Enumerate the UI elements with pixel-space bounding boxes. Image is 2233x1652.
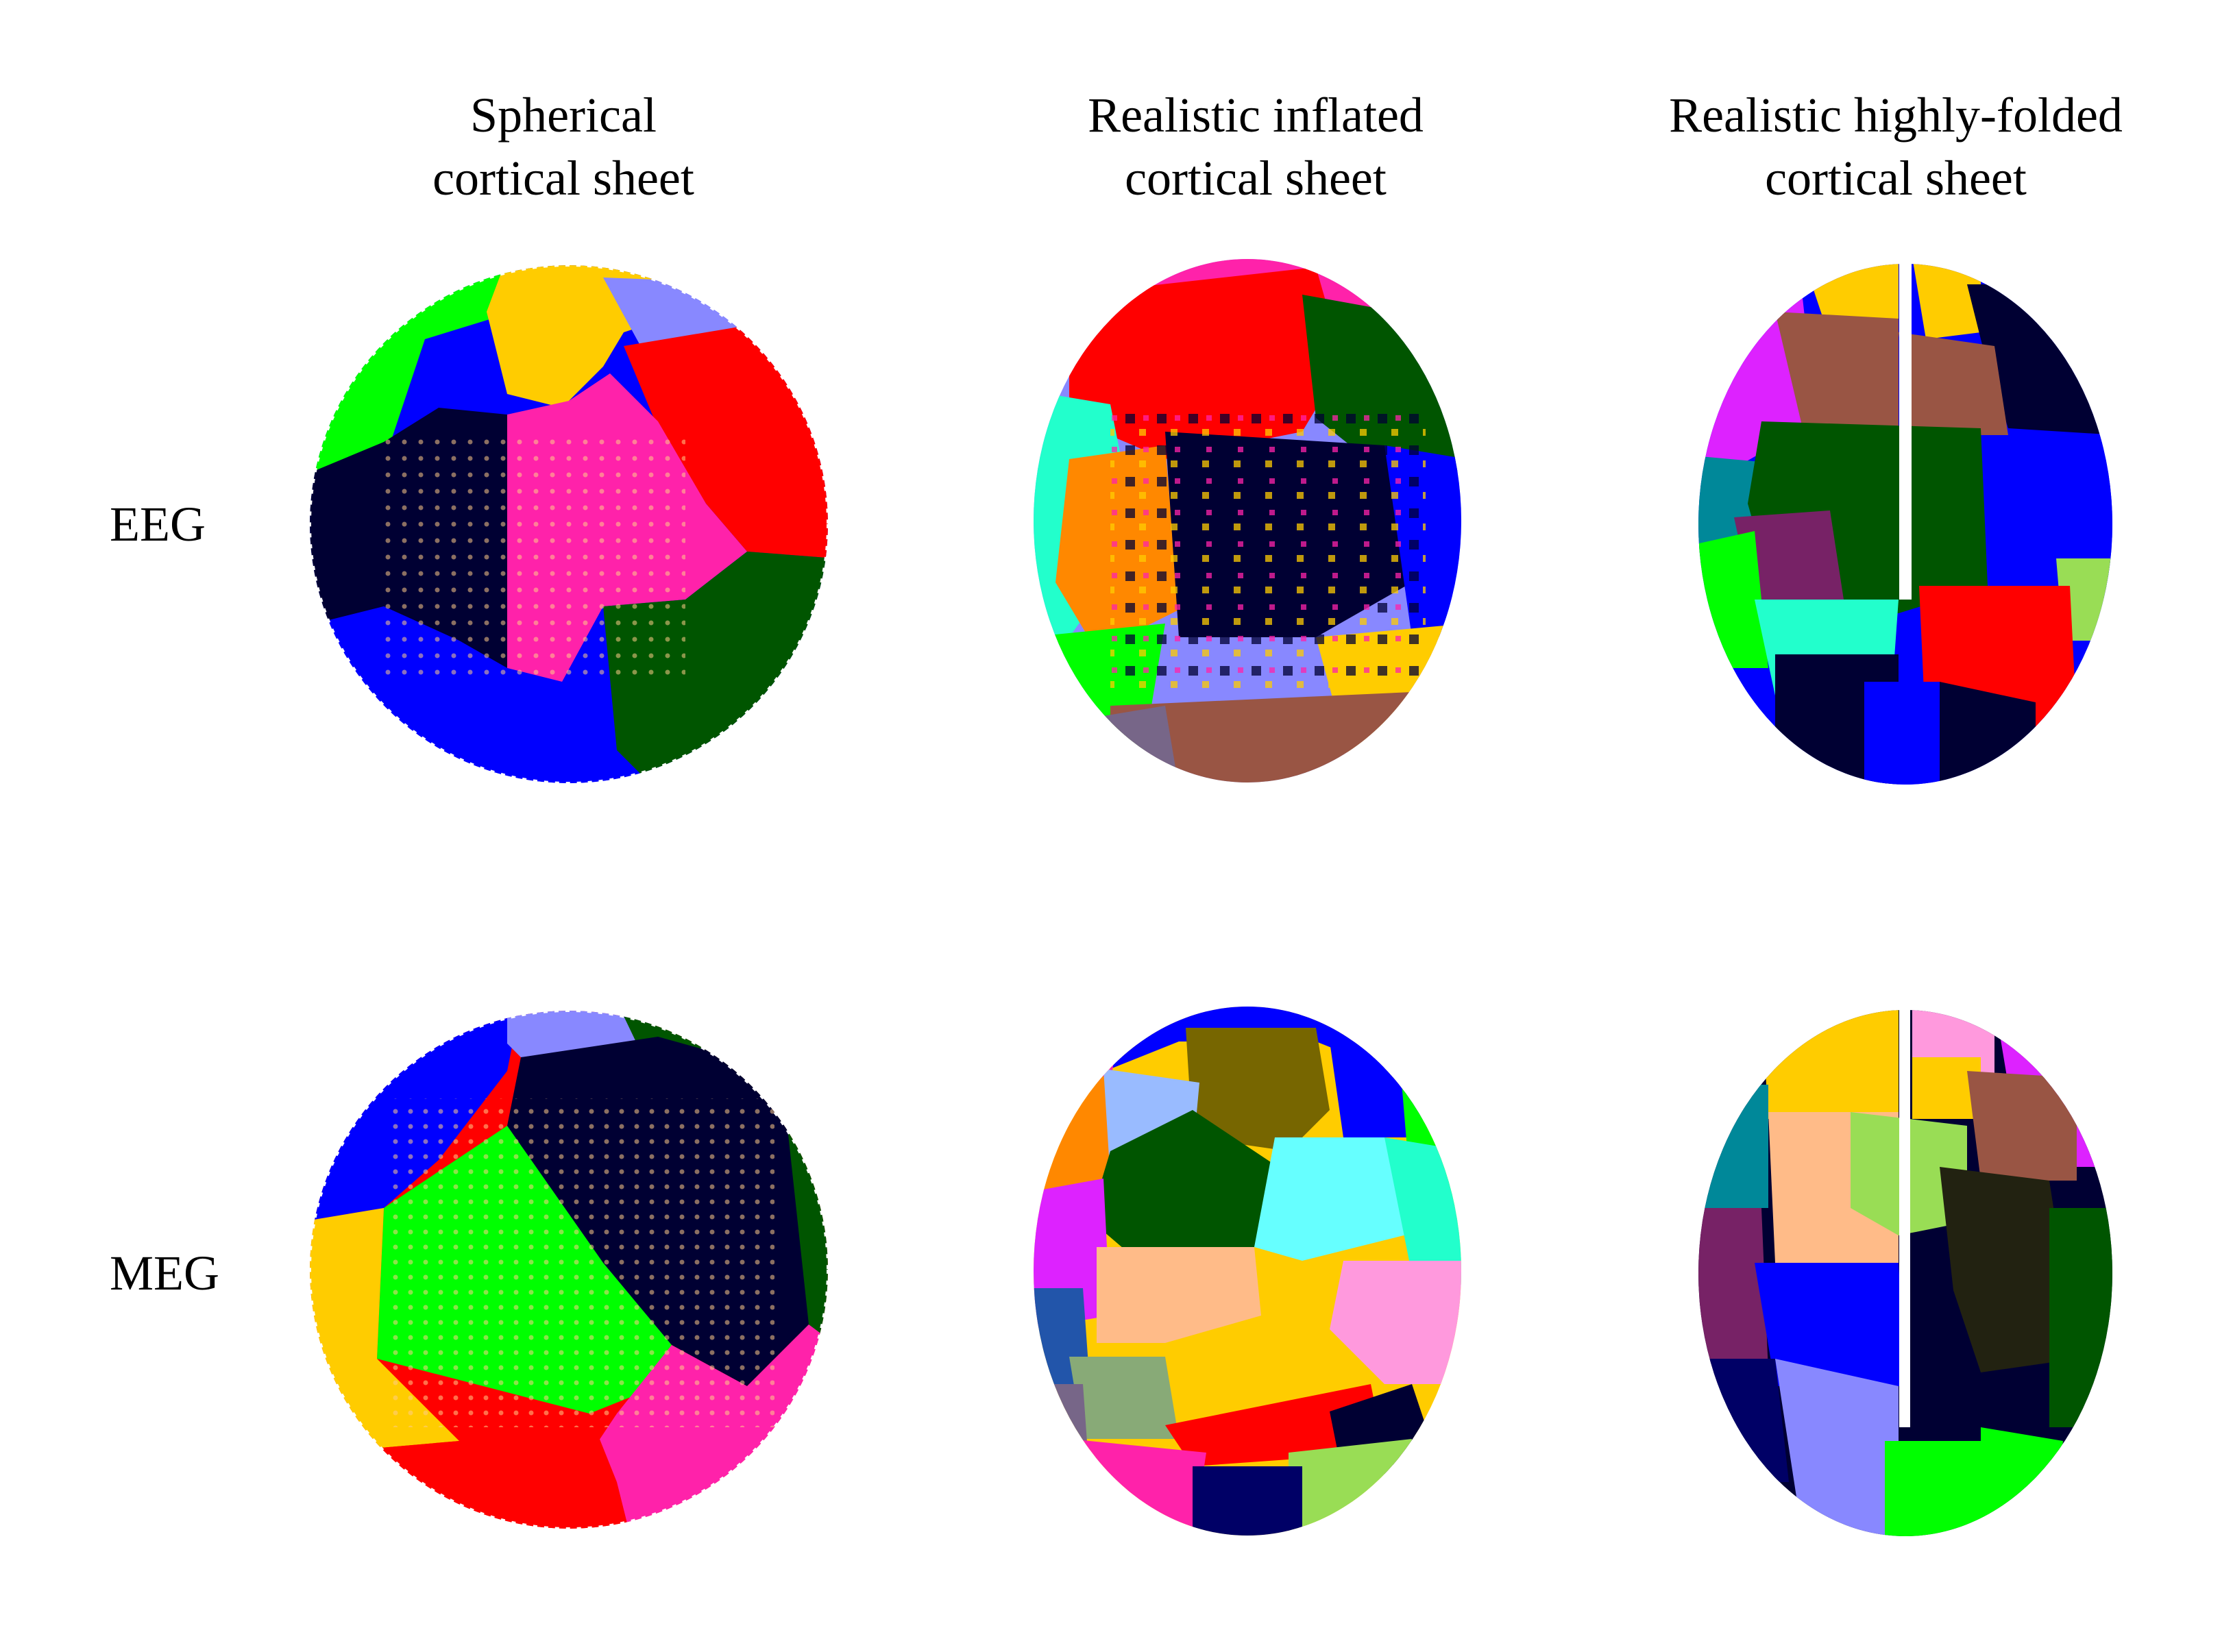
meg-inflated-map <box>1028 1000 1467 1542</box>
column-title-spherical: Spherical cortical sheet <box>432 88 694 206</box>
column-title-inflated: Realistic inflated cortical sheet <box>1088 88 1424 206</box>
eeg-folded-map <box>1693 257 2118 791</box>
meg-spherical-map <box>302 1002 836 1537</box>
meg-folded-map <box>1693 1002 2118 1544</box>
row-label-meg: MEG <box>110 1246 219 1300</box>
column-title-folded: Realistic highly-folded cortical sheet <box>1669 88 2123 206</box>
eeg-spherical-map <box>302 257 836 791</box>
row-label-eeg: EEG <box>110 497 206 552</box>
eeg-inflated-map <box>1028 254 1467 788</box>
